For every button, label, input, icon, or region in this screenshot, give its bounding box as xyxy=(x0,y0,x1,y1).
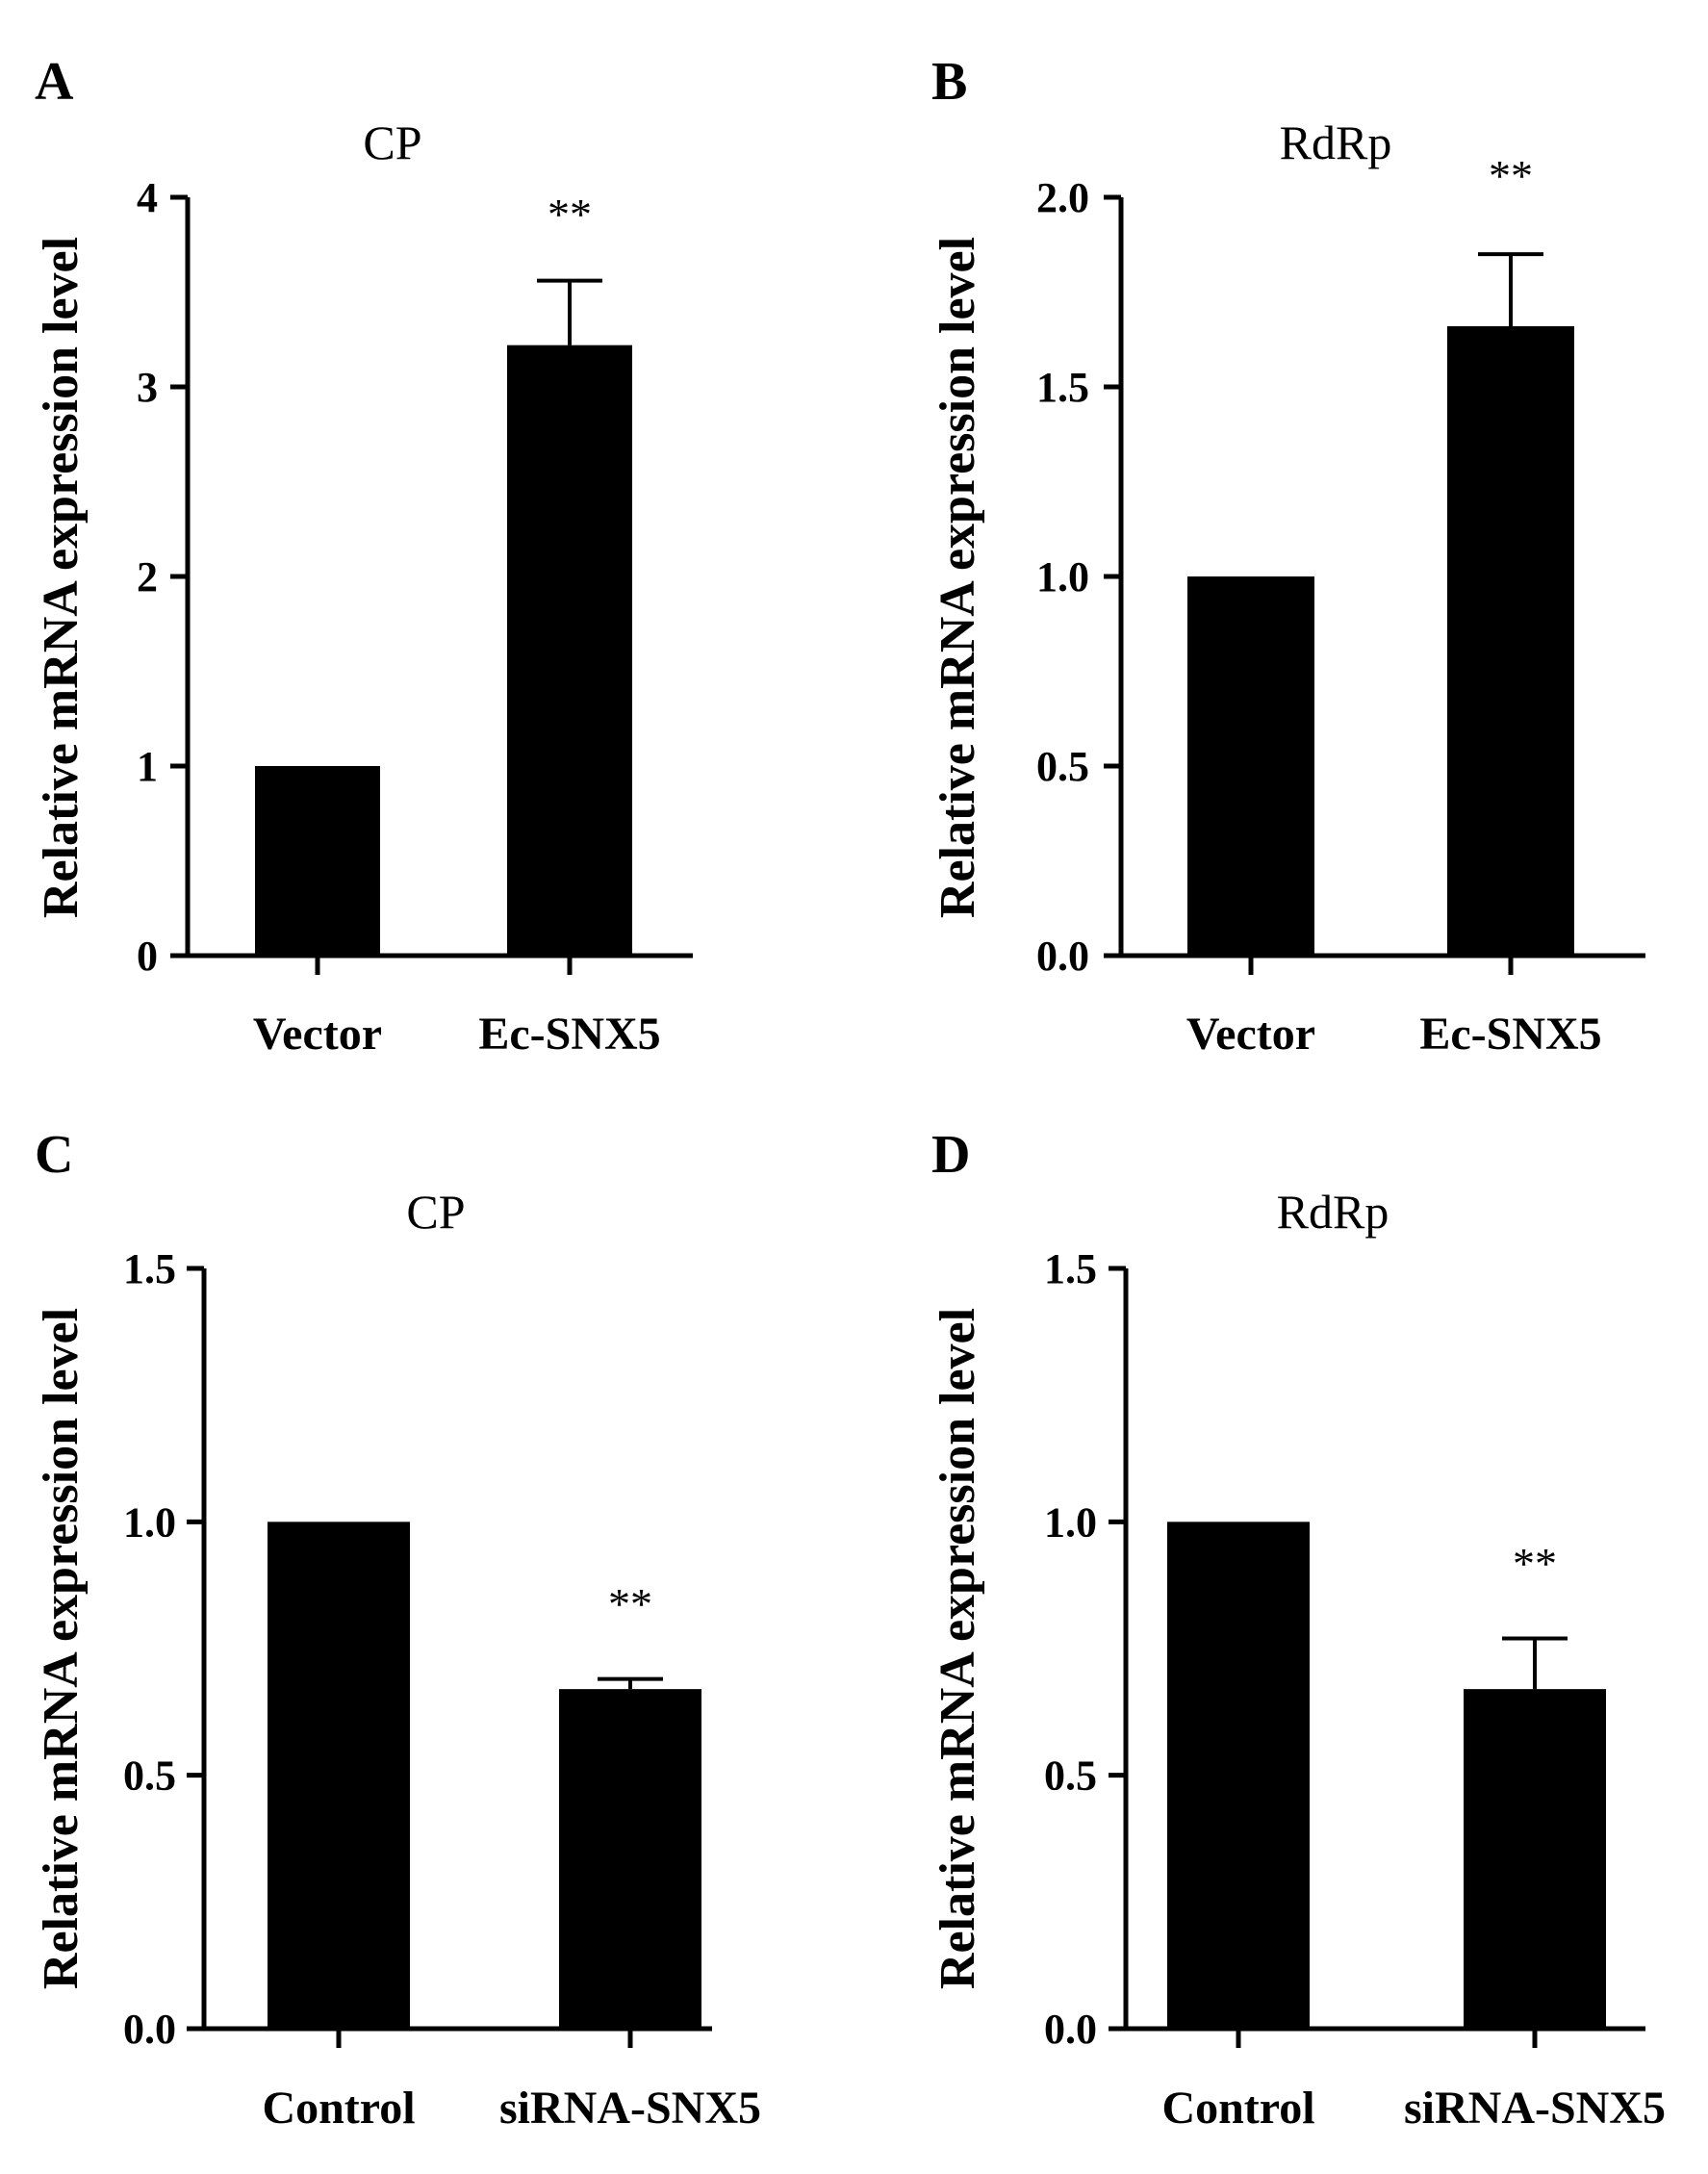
y-tick-label: 2 xyxy=(137,553,158,601)
x-tick-label: siRNA-SNX5 xyxy=(499,2083,761,2134)
panel-c: C CP Relative mRNA expression level 0.0 0.5 1… xyxy=(34,1125,761,2134)
bar-sirna-snx5 xyxy=(1464,1689,1606,2029)
y-tick-label: 1.0 xyxy=(1044,1498,1097,1546)
y-tick-label: 0.0 xyxy=(1036,933,1089,980)
panel-label-b: B xyxy=(931,52,967,112)
y-axis-label: Relative mRNA expression level xyxy=(930,1308,985,1989)
panel-label-a: A xyxy=(35,52,74,112)
chart-title: RdRp xyxy=(1280,115,1392,169)
significance-marker: ** xyxy=(608,1579,652,1628)
x-tick-label: siRNA-SNX5 xyxy=(1404,2083,1666,2134)
bar-control xyxy=(1167,1522,1310,2029)
y-tick-label: 1 xyxy=(137,743,158,790)
x-tick-label: Control xyxy=(262,2083,415,2134)
chart-title: CP xyxy=(406,1185,465,1239)
y-tick-label: 1.0 xyxy=(123,1498,176,1546)
bar-sirna-snx5 xyxy=(559,1689,701,2029)
y-tick-label: 0.5 xyxy=(123,1752,176,1800)
x-tick-label: Vector xyxy=(1186,1009,1315,1060)
y-tick-label: 1.5 xyxy=(1044,1245,1097,1292)
bar-ec-snx5 xyxy=(507,345,632,956)
y-axis-label: Relative mRNA expression level xyxy=(930,237,985,918)
y-tick-label: 0.0 xyxy=(123,2006,176,2053)
panel-label-d: D xyxy=(931,1125,970,1185)
y-tick-label: 1.0 xyxy=(1036,553,1089,601)
chart-title: CP xyxy=(363,115,421,169)
bar-vector xyxy=(1187,576,1314,956)
panel-a: A CP Relative mRNA expression level 0 1 2 3 4 Ve… xyxy=(34,52,693,1060)
y-tick-label: 0.0 xyxy=(1044,2006,1097,2053)
y-tick-label: 4 xyxy=(137,174,158,221)
y-axis-label: Relative mRNA expression level xyxy=(34,237,89,918)
y-axis-label: Relative mRNA expression level xyxy=(34,1308,89,1989)
significance-marker: ** xyxy=(1489,151,1533,200)
x-tick-label: Control xyxy=(1161,2083,1314,2134)
y-tick-label: 0.5 xyxy=(1044,1752,1097,1800)
x-tick-label: Ec-SNX5 xyxy=(478,1009,660,1060)
panel-label-c: C xyxy=(35,1125,73,1185)
y-tick-label: 0 xyxy=(137,933,158,980)
y-tick-label: 0.5 xyxy=(1036,743,1089,790)
panel-b: B RdRp Relative mRNA expression level 0.0 0.… xyxy=(930,52,1645,1060)
y-tick-label: 1.5 xyxy=(1036,364,1089,411)
panel-d: D RdRp Relative mRNA expression level 0.0 0.… xyxy=(930,1125,1666,2134)
chart-title: RdRp xyxy=(1277,1185,1389,1239)
bar-ec-snx5 xyxy=(1447,325,1574,957)
y-tick-label: 3 xyxy=(137,364,158,411)
bar-control xyxy=(268,1522,410,2029)
significance-marker: ** xyxy=(548,190,592,239)
y-tick-label: 1.5 xyxy=(123,1245,176,1292)
significance-marker: ** xyxy=(1513,1539,1557,1588)
bar-vector xyxy=(255,766,380,956)
x-tick-label: Vector xyxy=(253,1009,382,1060)
x-tick-label: Ec-SNX5 xyxy=(1419,1009,1601,1060)
y-tick-label: 2.0 xyxy=(1036,174,1089,221)
